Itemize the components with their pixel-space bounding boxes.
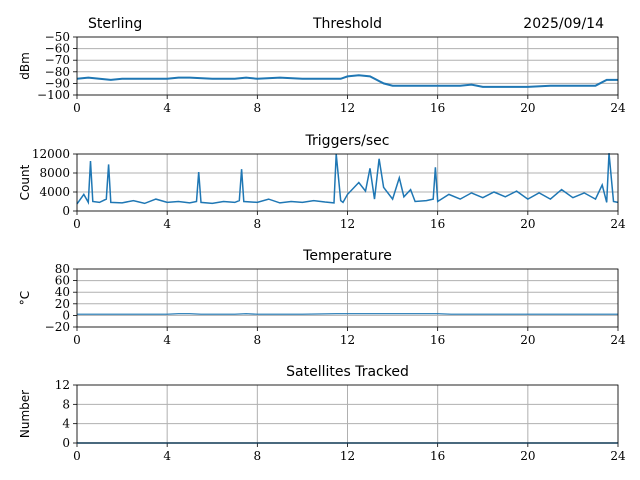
x-tick-label: 8 xyxy=(254,333,262,347)
y-tick-label: −100 xyxy=(37,88,70,102)
x-tick-label: 24 xyxy=(610,333,626,347)
y-tick-label: 12000 xyxy=(32,147,70,161)
y-tick-label: 4000 xyxy=(39,185,70,199)
x-tick-label: 0 xyxy=(73,101,81,115)
x-tick-label: 16 xyxy=(430,217,445,231)
temperature-title: Temperature xyxy=(302,248,392,264)
triggers-ylabel: Count xyxy=(18,164,32,200)
x-tick-label: 4 xyxy=(163,101,171,115)
x-tick-label: 4 xyxy=(163,217,171,231)
y-tick-label: −90 xyxy=(45,76,70,90)
x-tick-label: 24 xyxy=(610,449,626,463)
y-tick-label: 8 xyxy=(62,397,70,411)
y-tick-label: 0 xyxy=(62,204,70,218)
x-tick-label: 20 xyxy=(520,217,535,231)
x-tick-label: 16 xyxy=(430,449,445,463)
x-tick-label: 12 xyxy=(340,333,355,347)
y-tick-label: −70 xyxy=(45,53,70,67)
y-tick-label: 8000 xyxy=(39,166,70,180)
satellites-title: Satellites Tracked xyxy=(286,364,409,380)
y-tick-label: 40 xyxy=(55,285,70,299)
satellites-axes-frame xyxy=(76,384,619,444)
x-tick-label: 24 xyxy=(610,101,626,115)
x-tick-label: 20 xyxy=(520,449,535,463)
temperature-ylabel: °C xyxy=(18,291,32,305)
x-tick-label: 12 xyxy=(340,101,355,115)
temperature-axes-frame xyxy=(76,268,619,328)
x-tick-label: 20 xyxy=(520,333,535,347)
temperature-series-line xyxy=(77,313,618,315)
x-tick-label: 20 xyxy=(520,101,535,115)
x-tick-label: 0 xyxy=(73,333,81,347)
y-tick-label: 4 xyxy=(62,417,70,431)
satellites-ylabel: Number xyxy=(18,390,32,438)
x-tick-label: 8 xyxy=(254,449,262,463)
threshold-series-line xyxy=(76,74,618,88)
x-tick-label: 16 xyxy=(430,333,445,347)
x-tick-label: 24 xyxy=(610,217,626,231)
x-tick-label: 8 xyxy=(254,101,262,115)
y-tick-label: 0 xyxy=(62,436,70,450)
threshold-ylabel: dBm xyxy=(18,52,32,80)
y-tick-label: 20 xyxy=(55,297,70,311)
triggers-series-line xyxy=(76,153,619,206)
date-label: 2025/09/14 xyxy=(523,16,604,32)
y-tick-label: 12 xyxy=(55,378,70,392)
y-tick-label: 80 xyxy=(55,262,70,276)
y-tick-label: −50 xyxy=(45,30,70,44)
threshold-title: Threshold xyxy=(312,16,382,32)
triggers-title: Triggers/sec xyxy=(305,133,390,149)
y-tick-label: 0 xyxy=(62,308,70,322)
y-tick-label: −80 xyxy=(45,65,70,79)
y-tick-label: −20 xyxy=(45,320,70,334)
x-tick-label: 4 xyxy=(163,333,171,347)
threshold-axes-frame xyxy=(76,36,619,96)
x-tick-label: 16 xyxy=(430,101,445,115)
y-tick-label: −60 xyxy=(45,42,70,56)
x-tick-label: 0 xyxy=(73,217,81,231)
y-tick-label: 60 xyxy=(55,274,70,288)
x-tick-label: 12 xyxy=(340,449,355,463)
x-tick-label: 12 xyxy=(340,217,355,231)
triggers-axes-frame xyxy=(76,153,619,212)
satellites-panel: Satellites Tracked Number 0 4 8 12 16 20 24 12 8 4 0 xyxy=(18,364,626,463)
station-label: Sterling xyxy=(88,16,142,32)
x-tick-label: 8 xyxy=(254,217,262,231)
triggers-panel: Triggers/sec Count 0 4 8 12 16 20 24 0 4000 8000 120… xyxy=(18,133,626,231)
x-tick-label: 4 xyxy=(163,449,171,463)
threshold-panel: Threshold dBm 0 4 8 12 16 20 24 −50−60−70−80−90−1… xyxy=(18,16,626,115)
x-tick-label: 0 xyxy=(73,449,81,463)
